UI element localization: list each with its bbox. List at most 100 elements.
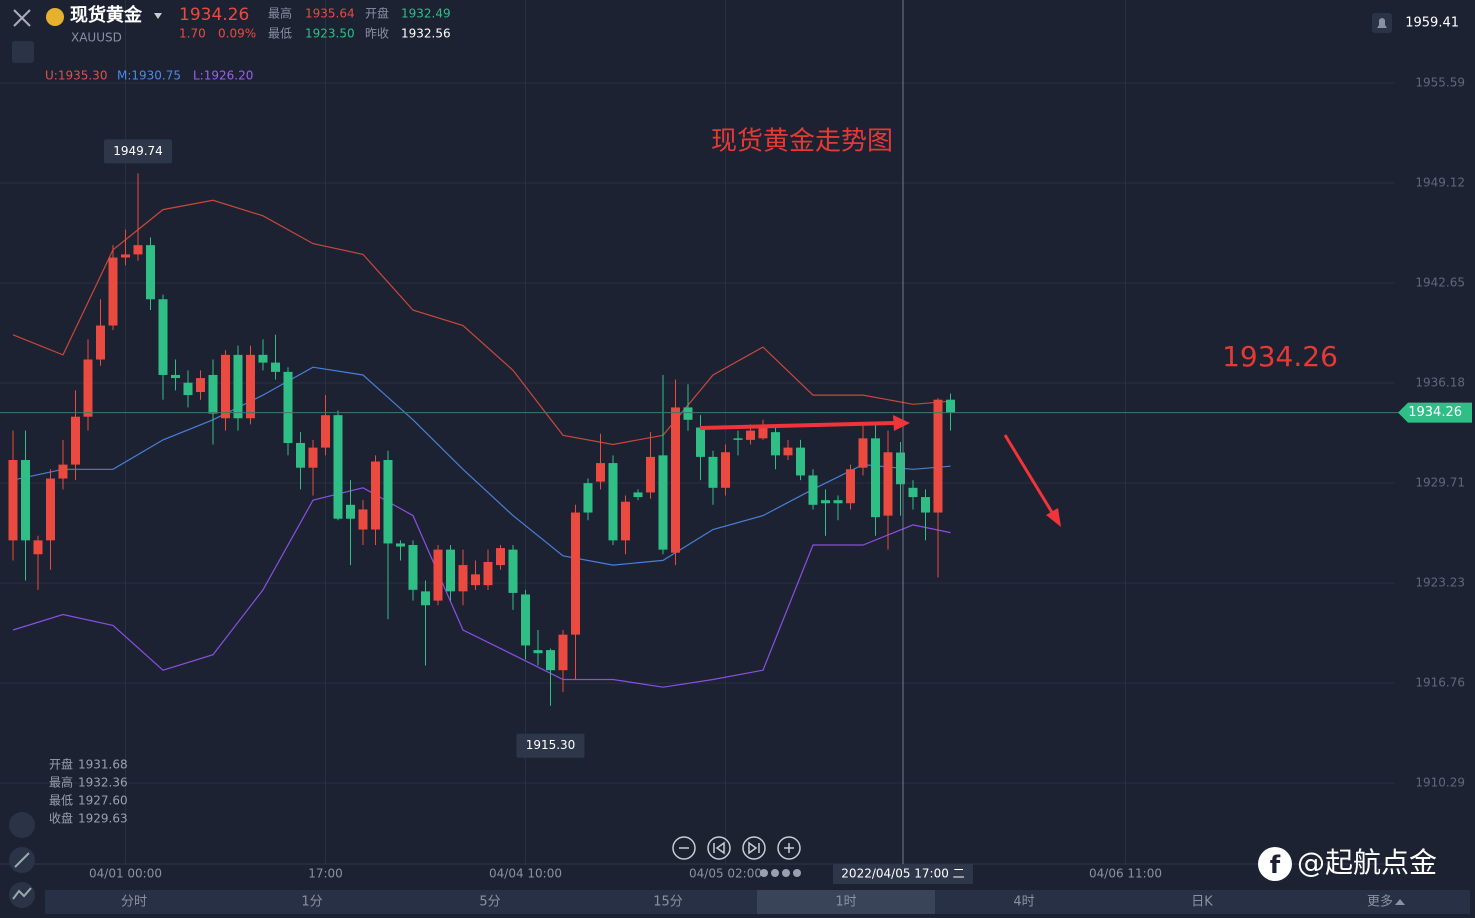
candle-body bbox=[21, 459, 30, 541]
stat-value: 1932.49 bbox=[401, 7, 451, 21]
candle-body bbox=[383, 459, 393, 544]
candle-body bbox=[321, 415, 330, 448]
candle-body bbox=[433, 549, 443, 601]
y-tick-label: 1923.23 bbox=[1415, 576, 1465, 590]
tab-more-icon bbox=[1395, 899, 1405, 905]
y-tick-label: 1949.12 bbox=[1415, 176, 1465, 190]
info-value: 1929.63 bbox=[78, 812, 128, 826]
info-label: 开盘 bbox=[49, 757, 73, 772]
candle-body bbox=[871, 438, 880, 518]
zoom-out[interactable] bbox=[672, 836, 696, 860]
candle-body bbox=[821, 500, 830, 504]
extreme-label: 1915.30 bbox=[526, 738, 576, 752]
bell-icon bbox=[1377, 18, 1387, 28]
scroll-end[interactable] bbox=[742, 836, 766, 860]
candle-body bbox=[158, 299, 168, 375]
dropdown-icon[interactable] bbox=[154, 13, 162, 19]
candle-body bbox=[683, 407, 693, 420]
x-tick-label: 04/06 11:00 bbox=[1089, 867, 1162, 881]
stat-label: 昨收 bbox=[365, 27, 389, 41]
indicator-tool[interactable] bbox=[9, 812, 35, 838]
candle-body bbox=[58, 464, 68, 479]
candle-body bbox=[933, 399, 943, 513]
collapse-button[interactable] bbox=[12, 41, 34, 63]
candle-body bbox=[396, 543, 405, 547]
candle-body bbox=[121, 254, 130, 258]
band-line bbox=[12, 366, 951, 566]
close-button[interactable] bbox=[13, 9, 31, 27]
candle-body bbox=[533, 650, 543, 654]
info-value: 1932.36 bbox=[78, 776, 128, 790]
candle-body bbox=[271, 362, 280, 372]
stat-value: 1935.64 bbox=[305, 7, 355, 21]
change-pct: 0.09% bbox=[218, 27, 256, 41]
x-tick-label: 04/05 02:00 bbox=[689, 867, 762, 881]
candle-body bbox=[508, 549, 518, 593]
tab[interactable]: 日K bbox=[1191, 895, 1213, 910]
candle-body bbox=[571, 512, 580, 635]
candle-body bbox=[333, 415, 343, 519]
change: 1.70 bbox=[179, 27, 206, 41]
candle-body bbox=[596, 463, 605, 482]
candle-body bbox=[721, 452, 730, 488]
zoom-in[interactable] bbox=[777, 836, 801, 860]
x-tick-label: 04/04 10:00 bbox=[489, 867, 562, 881]
candle-body bbox=[283, 371, 293, 443]
candle-body bbox=[421, 591, 430, 606]
candle-body bbox=[33, 540, 43, 555]
x-tick-label: 04/01 00:00 bbox=[89, 867, 162, 881]
candle-body bbox=[846, 469, 855, 504]
price-tag bbox=[1398, 402, 1472, 423]
page-dot bbox=[771, 869, 779, 877]
candle-body bbox=[196, 378, 205, 392]
symbol: XAUUSD bbox=[71, 31, 122, 45]
candle-body bbox=[171, 374, 180, 379]
candle-body bbox=[808, 475, 818, 505]
y-tick-label: 1942.65 bbox=[1415, 276, 1465, 290]
stat-value: 1932.56 bbox=[401, 27, 451, 41]
tab[interactable]: 5分 bbox=[479, 895, 500, 910]
indicator-legend: M:1930.75 bbox=[117, 69, 181, 83]
candles: 1949.74 1915.30 1934.26 2022/04/05 17:00 二 bbox=[0, 0, 1472, 884]
candle-body bbox=[558, 634, 568, 671]
tab[interactable]: 更多 bbox=[1367, 894, 1393, 910]
scroll-start[interactable] bbox=[707, 836, 731, 860]
tab[interactable]: 4时 bbox=[1013, 895, 1034, 910]
candle-body bbox=[633, 492, 643, 498]
page-dot bbox=[782, 869, 790, 877]
candle-body bbox=[521, 594, 530, 646]
price-tag-label: 1934.26 bbox=[1408, 405, 1462, 420]
crosshair-label-box bbox=[833, 864, 973, 884]
candle-body bbox=[71, 416, 80, 465]
candle-body bbox=[758, 427, 768, 439]
candle-body bbox=[496, 548, 505, 566]
tab[interactable]: 1时 bbox=[835, 895, 856, 910]
pen-icon bbox=[14, 852, 30, 868]
candle-body bbox=[833, 500, 843, 504]
band-line bbox=[12, 199, 951, 446]
tab[interactable]: 15分 bbox=[653, 895, 683, 910]
tab[interactable]: 1分 bbox=[301, 895, 322, 910]
page-dot bbox=[760, 869, 768, 877]
crosshair-label: 2022/04/05 17:00 二 bbox=[841, 867, 964, 881]
candle-body bbox=[208, 374, 218, 414]
stat-value: 1923.50 bbox=[305, 27, 355, 41]
tab[interactable]: 分时 bbox=[121, 895, 147, 910]
candle-body bbox=[258, 354, 268, 363]
arrow bbox=[1003, 434, 1061, 527]
info-label: 最高 bbox=[49, 775, 73, 790]
candle-body bbox=[858, 438, 868, 468]
candle-body bbox=[583, 483, 593, 513]
y-tick-label: 1955.59 bbox=[1415, 76, 1465, 90]
watermark-text: @起航点金 bbox=[1297, 846, 1437, 879]
candle-body bbox=[246, 354, 255, 419]
indicator-legend: L:1926.20 bbox=[193, 69, 253, 83]
indicator-legend: U:1935.30 bbox=[45, 69, 107, 83]
stat-label: 开盘 bbox=[365, 6, 389, 21]
candle-body bbox=[783, 447, 793, 456]
candle-body bbox=[608, 463, 618, 541]
bands bbox=[12, 199, 951, 688]
extreme-label: 1949.74 bbox=[113, 144, 163, 158]
instrument-name: 现货黄金 bbox=[70, 4, 143, 26]
